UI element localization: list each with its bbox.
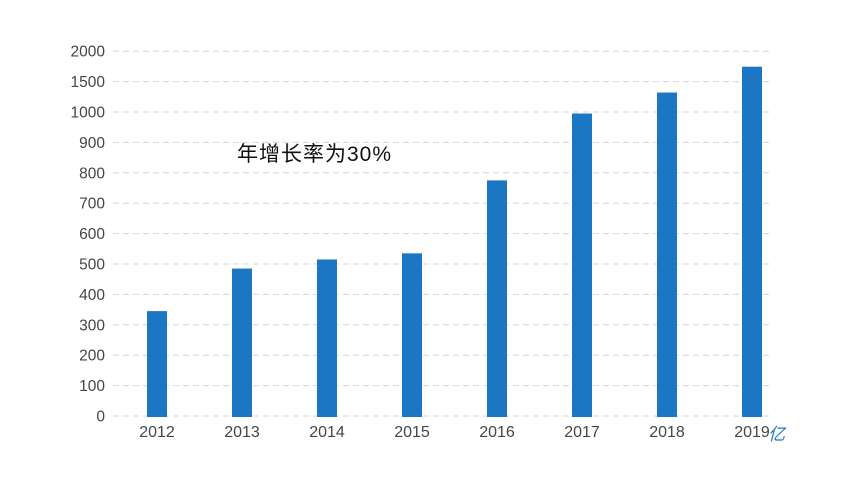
y-axis-tick-label: 900	[79, 135, 105, 152]
y-axis-tick-label: 200	[79, 348, 105, 365]
y-axis-unit-label: 亿	[768, 425, 785, 444]
y-axis-tick-label: 300	[79, 317, 105, 334]
y-axis-tick-label: 400	[79, 287, 105, 304]
y-axis-tick-label: 800	[79, 165, 105, 182]
bar-2015	[402, 253, 422, 417]
bar-2018	[657, 92, 677, 417]
x-axis-tick-label: 2012	[139, 424, 175, 441]
y-axis-tick-label: 0	[96, 409, 105, 426]
y-axis-tick-label: 100	[79, 378, 105, 395]
y-axis-tick-label: 2000	[71, 44, 106, 61]
bar-2019	[742, 66, 762, 417]
bar-2013	[232, 268, 252, 417]
growth-rate-annotation: 年增长率为30%	[237, 143, 393, 166]
y-axis-tick-label: 1000	[71, 105, 106, 122]
x-axis-tick-label: 2015	[394, 424, 430, 441]
y-axis-tick-label: 600	[79, 226, 105, 243]
bar-2012	[147, 311, 167, 417]
x-axis-tick-label: 2017	[564, 424, 600, 441]
y-axis-tick-label: 700	[79, 196, 105, 213]
x-axis-tick-label: 2014	[309, 424, 345, 441]
x-axis-tick-label: 2019	[734, 424, 770, 441]
x-axis-tick-label: 2016	[479, 424, 515, 441]
x-axis-tick-label: 2018	[649, 424, 685, 441]
bar-2016	[487, 180, 507, 417]
y-axis-tick-label: 1500	[71, 74, 106, 91]
x-axis-tick-label: 2013	[224, 424, 260, 441]
bar-2014	[317, 259, 337, 417]
bar-2017	[572, 113, 592, 418]
y-axis-tick-label: 500	[79, 257, 105, 274]
